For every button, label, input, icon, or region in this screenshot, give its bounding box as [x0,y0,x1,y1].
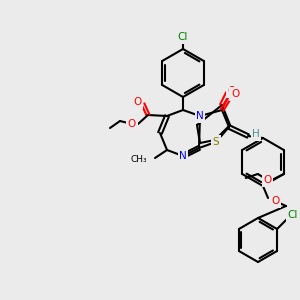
Text: O: O [133,97,141,107]
Text: CH₃: CH₃ [130,154,147,164]
Text: Cl: Cl [288,210,298,220]
Text: N: N [179,151,187,161]
Text: O: O [228,86,236,96]
Text: S: S [213,137,219,147]
Text: O: O [271,196,279,206]
Text: O: O [231,89,239,99]
Text: O: O [264,175,272,185]
Text: N: N [196,111,204,121]
Text: Cl: Cl [178,32,188,42]
Text: H: H [252,129,260,139]
Text: O: O [128,119,136,129]
